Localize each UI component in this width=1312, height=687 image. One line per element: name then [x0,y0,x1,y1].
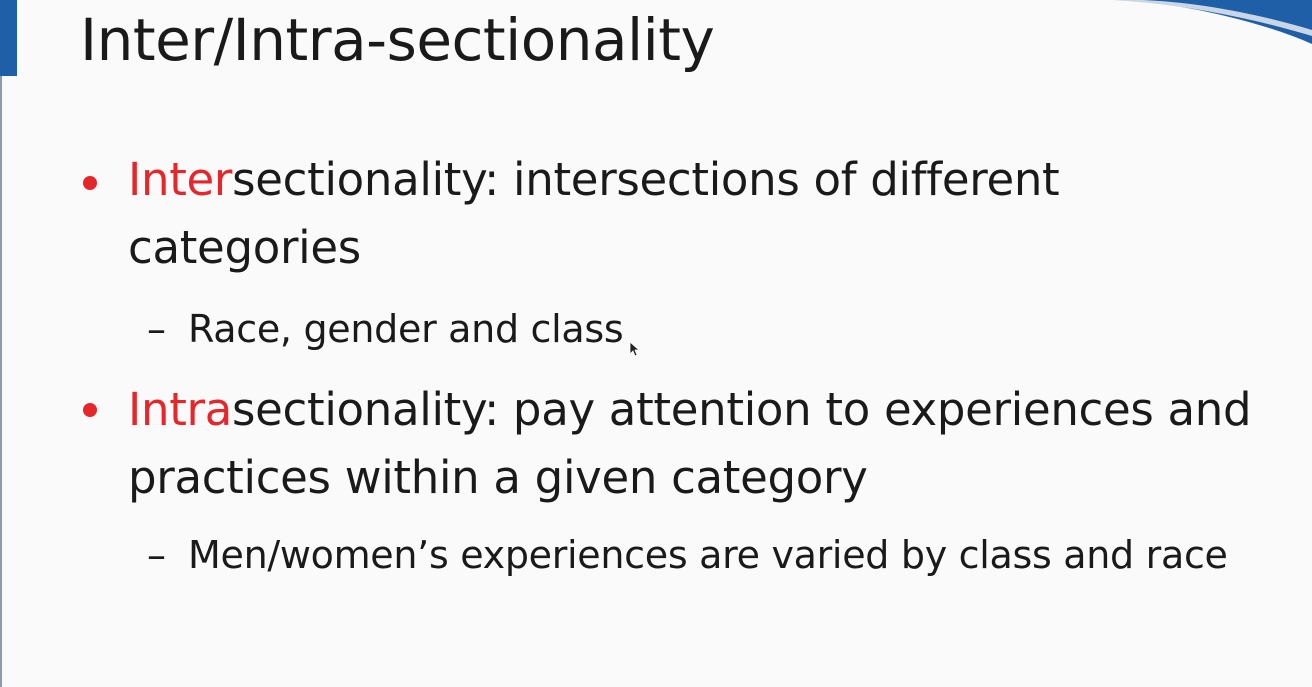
sub-dash-1: – [147,307,166,351]
sub-dash-2: – [147,533,166,577]
bullet-accent-inter: Inter [128,153,233,206]
bullet-dot-2 [83,403,97,417]
subpoint-race-gender-class: Race, gender and class [188,307,624,351]
corner-swoosh-decoration [1112,0,1312,44]
bullet-dot-1 [83,176,97,190]
bullet-item-intersectionality: Intersectionality: intersections of diff… [128,146,1268,282]
slide-title: Inter/Intra-sectionality [80,6,715,74]
bullet-text-intra: sectionality: pay attention to experienc… [128,383,1252,504]
mouse-pointer-icon [629,341,639,357]
left-edge-line [0,76,2,687]
bullet-text-inter: sectionality: intersections of different… [128,153,1060,274]
subpoint-men-women-experiences: Men/women’s experiences are varied by cl… [188,533,1228,577]
bullet-item-intrasectionality: Intrasectionality: pay attention to expe… [128,376,1268,512]
bullet-accent-intra: Intra [128,383,233,436]
left-brand-bar [0,0,17,76]
